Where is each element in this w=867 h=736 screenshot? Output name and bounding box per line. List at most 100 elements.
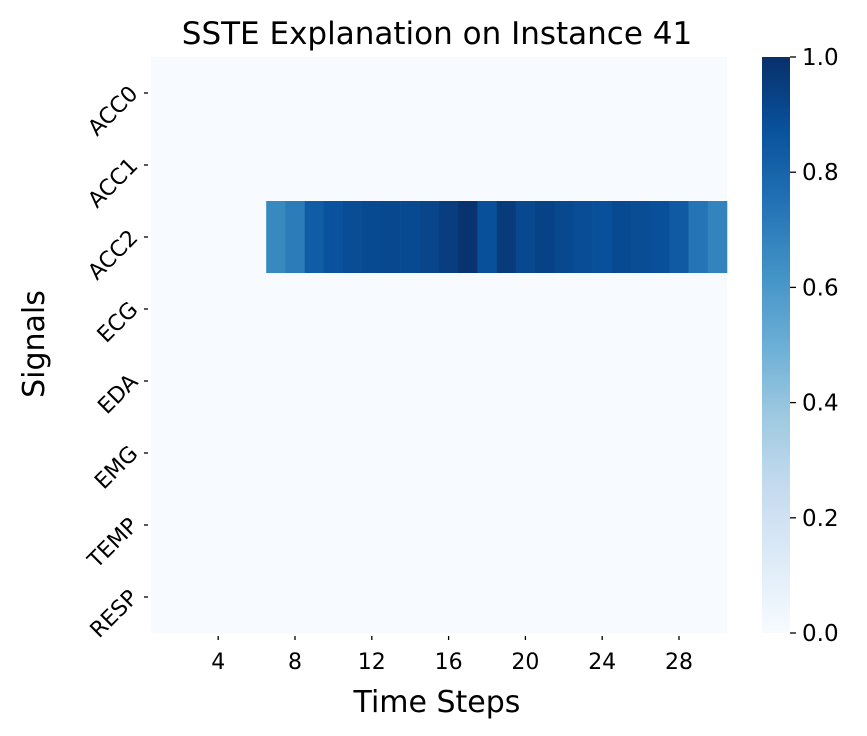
heatmap-cell — [343, 345, 363, 418]
heatmap-cell — [477, 273, 497, 346]
heatmap-cell — [439, 57, 459, 130]
heatmap-cell — [458, 561, 478, 634]
heatmap-cell — [362, 417, 382, 490]
heatmap-cell — [189, 345, 209, 418]
heatmap-cell — [400, 273, 421, 346]
heatmap-cell — [247, 201, 267, 274]
heatmap-cell — [631, 561, 651, 634]
heatmap-cell — [304, 273, 325, 346]
heatmap-cell — [535, 201, 555, 274]
heatmap-cell — [496, 417, 517, 490]
heatmap-cell — [151, 489, 171, 562]
heatmap-cell — [458, 489, 478, 562]
heatmap-cell — [707, 345, 728, 418]
heatmap-cell — [707, 561, 728, 634]
heatmap-cell — [631, 345, 651, 418]
heatmap-cell — [400, 129, 421, 202]
heatmap-cell — [554, 201, 574, 274]
heatmap-cell — [323, 561, 344, 634]
heatmap-cell — [592, 417, 613, 490]
heatmap-cell — [650, 273, 670, 346]
heatmap-cell — [381, 417, 401, 490]
heatmap-cell — [688, 345, 709, 418]
heatmap-cell — [707, 129, 728, 202]
chart-title: SSTE Explanation on Instance 41 — [182, 16, 692, 52]
heatmap-cell — [323, 417, 344, 490]
heatmap-cell — [323, 57, 344, 130]
colorbar-tick-label: 0.0 — [802, 621, 839, 647]
x-tick-label: 24 — [588, 650, 616, 675]
heatmap-cell — [535, 345, 555, 418]
heatmap-cell — [151, 201, 171, 274]
heatmap-cell — [343, 561, 363, 634]
heatmap-cell — [631, 129, 651, 202]
heatmap-cell — [285, 345, 305, 418]
heatmap-cell — [381, 273, 401, 346]
x-tick-label: 4 — [211, 650, 225, 675]
colorbar-ticks: 0.0 0.2 0.4 0.6 0.8 1.0 — [790, 45, 839, 647]
heatmap-cell — [554, 417, 574, 490]
heatmap-cell — [189, 129, 209, 202]
heatmap-cell — [650, 345, 670, 418]
heatmap-cell — [400, 561, 421, 634]
x-tick-label: 20 — [511, 650, 539, 675]
heatmap-cell — [362, 489, 382, 562]
heatmap-cell — [515, 417, 536, 490]
heatmap-cell — [669, 417, 689, 490]
heatmap-cell — [554, 129, 574, 202]
heatmap-cell — [170, 201, 190, 274]
heatmap-cell — [688, 489, 709, 562]
heatmap-cell — [381, 345, 401, 418]
heatmap-cell — [208, 561, 229, 634]
heatmap-cell — [304, 417, 325, 490]
heatmap-cell — [611, 201, 632, 274]
heatmap-cell — [688, 201, 709, 274]
heatmap-cell — [381, 561, 401, 634]
heatmap-cell — [285, 201, 305, 274]
heatmap-cell — [669, 57, 689, 130]
heatmap-cell — [573, 201, 593, 274]
heatmap-cell — [592, 129, 613, 202]
heatmap-cell — [343, 201, 363, 274]
heatmap-cell — [362, 345, 382, 418]
heatmap-cell — [611, 345, 632, 418]
x-tick-label: 28 — [665, 650, 693, 675]
x-tick-label: 12 — [358, 650, 386, 675]
heatmap-cell — [323, 129, 344, 202]
heatmap-cell — [151, 129, 171, 202]
heatmap-cell — [304, 201, 325, 274]
heatmap-cell — [611, 561, 632, 634]
heatmap-cell — [170, 129, 190, 202]
heatmap-cell — [631, 489, 651, 562]
heatmap-cell — [247, 57, 267, 130]
heatmap-cell — [439, 345, 459, 418]
heatmap-cell — [631, 273, 651, 346]
heatmap-cell — [554, 489, 574, 562]
heatmap-cell — [688, 561, 709, 634]
heatmap-plot-area — [151, 57, 728, 634]
heatmap-cell — [419, 129, 440, 202]
heatmap-cell — [170, 273, 190, 346]
heatmap-cell — [707, 417, 728, 490]
heatmap-cell — [419, 417, 440, 490]
heatmap-cell — [535, 417, 555, 490]
heatmap-cell — [458, 57, 478, 130]
heatmap-cell — [247, 561, 267, 634]
heatmap-cell — [650, 129, 670, 202]
heatmap-cell — [247, 345, 267, 418]
heatmap-cell — [631, 57, 651, 130]
heatmap-cell — [381, 129, 401, 202]
heatmap-cell — [458, 417, 478, 490]
heatmap-cell — [285, 561, 305, 634]
heatmap-cell — [515, 489, 536, 562]
heatmap-cell — [323, 273, 344, 346]
heatmap-cell — [592, 57, 613, 130]
heatmap-cell — [573, 417, 593, 490]
heatmap-cell — [151, 561, 171, 634]
heatmap-cell — [189, 201, 209, 274]
heatmap-cell — [669, 129, 689, 202]
heatmap-cell — [266, 489, 286, 562]
heatmap-cell — [631, 417, 651, 490]
heatmap-cell — [439, 201, 459, 274]
